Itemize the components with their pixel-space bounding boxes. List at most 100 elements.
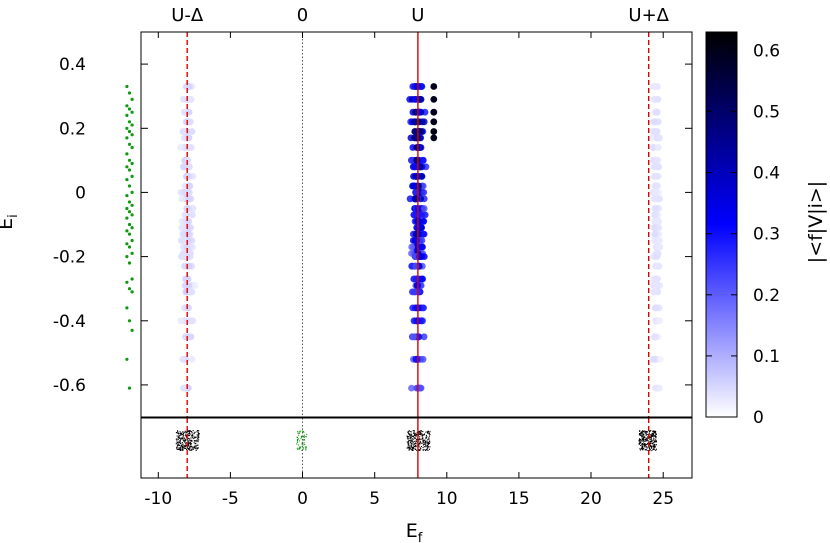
transition-point <box>187 118 194 126</box>
final-state-point <box>181 437 183 439</box>
final-state-point <box>192 436 194 438</box>
final-state-point <box>649 442 651 444</box>
final-state-point <box>411 439 413 441</box>
final-state-point <box>653 445 655 447</box>
final-state-point <box>640 444 642 446</box>
final-state-point <box>426 446 428 448</box>
final-state-point <box>415 446 417 448</box>
final-state-point <box>653 448 655 450</box>
final-state-point <box>196 431 198 433</box>
final-state-point <box>411 443 413 445</box>
final-state-point <box>184 437 186 439</box>
transition-point <box>413 304 420 312</box>
final-state-point <box>420 430 422 432</box>
transition-point <box>653 173 660 180</box>
final-state-point <box>299 430 301 432</box>
transition-point <box>655 262 663 270</box>
final-state-point <box>182 447 184 449</box>
x-axis-ticks: -10 -5 0 5 10 15 20 25 <box>144 32 674 509</box>
final-state-point <box>650 439 652 441</box>
final-state-point <box>409 438 411 440</box>
x-tick-label: -10 <box>144 489 172 509</box>
final-state-point <box>651 434 653 436</box>
final-state-point <box>426 448 428 450</box>
final-state-point <box>190 443 192 445</box>
final-state-point <box>299 431 301 433</box>
final-state-point <box>426 431 428 433</box>
final-state-point <box>408 444 410 446</box>
final-state-point <box>420 434 422 436</box>
final-state-point <box>194 436 196 438</box>
final-state-point <box>641 446 643 448</box>
final-state-point <box>415 433 417 435</box>
final-state-point <box>299 447 301 449</box>
final-state-point <box>177 444 179 446</box>
final-state-point <box>429 431 431 433</box>
final-state-point <box>654 439 656 441</box>
final-state-point <box>653 438 655 440</box>
initial-state-dot <box>127 129 132 134</box>
final-state-point <box>425 449 427 451</box>
reference-line-label: 0 <box>297 5 308 26</box>
final-state-point <box>196 440 198 442</box>
colorbar-tick-label: 0.6 <box>753 41 780 61</box>
final-state-point <box>640 442 642 444</box>
final-state-point <box>303 442 305 444</box>
final-state-point <box>645 430 647 432</box>
transition-point <box>188 128 196 135</box>
final-state-point <box>419 441 421 443</box>
transition-point <box>411 134 419 142</box>
final-state-point <box>422 440 424 442</box>
final-state-point <box>646 430 648 432</box>
initial-state-dot <box>125 113 129 117</box>
final-state-point <box>651 446 653 448</box>
final-state-point <box>647 442 649 444</box>
final-state-point <box>642 432 644 434</box>
final-state-point <box>408 434 410 436</box>
transition-point <box>411 96 419 103</box>
final-state-point <box>298 448 300 450</box>
transition-point <box>180 128 187 135</box>
final-state-point <box>643 438 645 440</box>
final-state-point <box>652 432 654 434</box>
final-state-point <box>302 448 304 450</box>
transition-point <box>420 118 428 126</box>
final-state-point <box>646 440 648 442</box>
final-state-point <box>429 446 431 448</box>
main-plot: 0.4 0.2 0 -0.2 -0.4 -0.6 U-Δ 0 U U+Δ <box>53 5 693 418</box>
transition-point <box>653 253 661 260</box>
colorbar-tick-label: 0.3 <box>753 225 780 245</box>
initial-state-dot <box>130 203 134 207</box>
transition-point <box>651 355 659 363</box>
final-state-point <box>413 435 415 437</box>
transition-point <box>652 211 660 219</box>
colorbar-tick-label: 0.5 <box>753 102 780 122</box>
final-state-point <box>413 433 415 435</box>
final-state-point <box>410 445 412 447</box>
x-tick-label: 15 <box>508 489 530 509</box>
final-state-point <box>644 439 646 441</box>
transition-point <box>177 144 184 151</box>
final-state-point <box>407 443 409 445</box>
final-state-point <box>175 432 177 434</box>
final-state-point <box>647 443 649 445</box>
initial-state-dot <box>125 242 129 246</box>
final-state-point <box>643 435 645 437</box>
transition-point <box>188 355 196 363</box>
transition-point <box>651 118 659 126</box>
final-state-point <box>412 448 414 450</box>
initial-state-dot <box>130 174 134 178</box>
y-axis-label: Ei <box>0 214 21 230</box>
final-state-point <box>188 441 190 443</box>
final-state-point <box>409 434 411 436</box>
final-state-point <box>419 442 421 444</box>
final-state-point <box>197 435 199 437</box>
final-state-point <box>642 448 644 450</box>
final-state-point <box>427 442 429 444</box>
y-tick-label: 0.2 <box>59 119 86 139</box>
final-state-point <box>305 446 307 448</box>
final-state-point <box>408 442 410 444</box>
final-state-point <box>645 432 647 434</box>
initial-state-dot <box>125 165 129 169</box>
final-state-point <box>646 446 648 448</box>
